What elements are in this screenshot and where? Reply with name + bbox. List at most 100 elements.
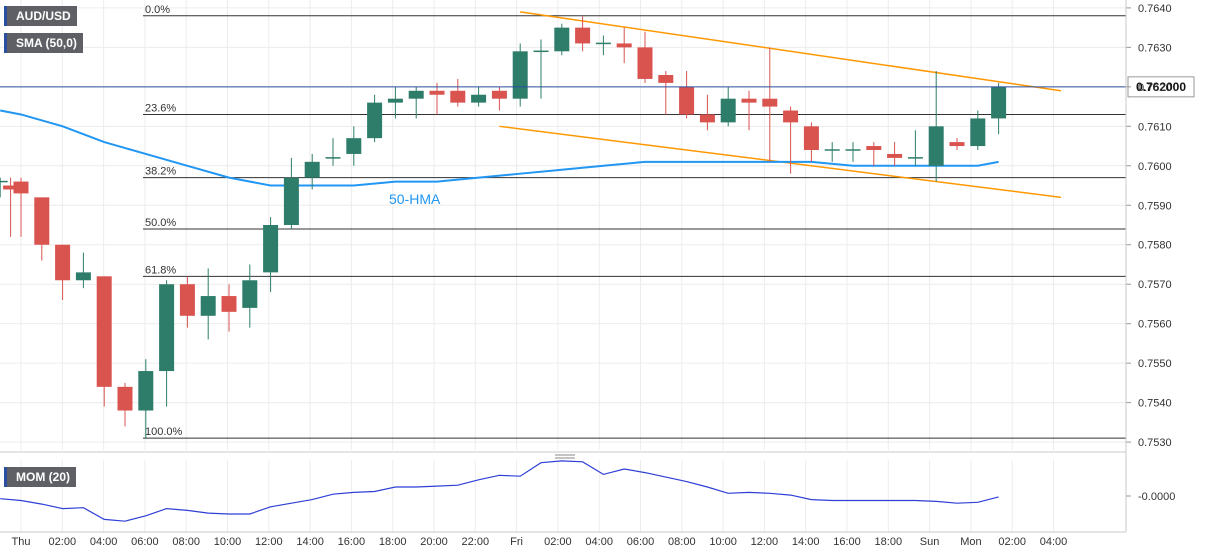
candle-body bbox=[907, 157, 923, 159]
candle bbox=[55, 244, 71, 300]
x-tick-label: 08:00 bbox=[668, 536, 696, 548]
candle-body bbox=[991, 86, 1007, 119]
candle bbox=[34, 197, 50, 261]
candle bbox=[554, 23, 570, 56]
candle-body bbox=[928, 126, 944, 166]
candle-body bbox=[325, 157, 341, 159]
momentum-line bbox=[0, 460, 999, 522]
candle-body bbox=[866, 146, 882, 150]
candle bbox=[471, 86, 487, 107]
x-tick-label: Mon bbox=[960, 536, 981, 548]
candle bbox=[200, 268, 216, 340]
candle-body bbox=[387, 98, 403, 103]
candle-body bbox=[887, 153, 903, 158]
candle-body bbox=[491, 90, 507, 99]
candle-body bbox=[367, 102, 383, 139]
y-tick-label: 0.7580 bbox=[1138, 240, 1172, 252]
candle-body bbox=[803, 126, 819, 150]
candle-body bbox=[304, 161, 320, 178]
candle-body bbox=[34, 197, 50, 245]
candle-body bbox=[658, 75, 674, 83]
candle bbox=[595, 35, 611, 56]
candle bbox=[741, 90, 757, 131]
candle-body bbox=[159, 284, 175, 372]
candle bbox=[991, 82, 1007, 135]
x-tick-label: 02:00 bbox=[544, 536, 572, 548]
candle bbox=[699, 94, 715, 131]
y-tick-label: 0.7570 bbox=[1138, 279, 1172, 291]
sma-indicator-tag[interactable]: SMA (50,0) bbox=[4, 33, 83, 53]
candle bbox=[13, 177, 29, 237]
candle-body bbox=[429, 90, 445, 95]
y-tick-label: 0.7600 bbox=[1138, 161, 1172, 173]
candle-body bbox=[575, 27, 591, 44]
x-tick-label: 02:00 bbox=[998, 536, 1026, 548]
candle bbox=[450, 78, 466, 107]
candle bbox=[221, 284, 237, 332]
candle bbox=[866, 142, 882, 166]
y-tick-label: 0.7550 bbox=[1138, 358, 1172, 370]
candle bbox=[387, 86, 403, 119]
hma-line bbox=[0, 109, 999, 187]
candle-body bbox=[96, 276, 112, 387]
x-tick-label: 10:00 bbox=[214, 536, 242, 548]
x-tick-label: 14:00 bbox=[296, 536, 324, 548]
candle bbox=[242, 264, 258, 328]
x-tick-label: 12:00 bbox=[751, 536, 779, 548]
candle-body bbox=[138, 371, 154, 411]
candle bbox=[179, 276, 195, 328]
candle-body bbox=[970, 118, 986, 147]
candle bbox=[803, 122, 819, 162]
y-tick-label: 0.7530 bbox=[1138, 437, 1172, 449]
current-price-line: 0.762000 bbox=[0, 76, 1195, 98]
candle bbox=[637, 31, 653, 83]
y-tick-label: 0.7620 bbox=[1138, 82, 1172, 94]
candle bbox=[117, 382, 133, 427]
candle-body bbox=[242, 280, 258, 308]
candle-body bbox=[179, 284, 195, 316]
candle bbox=[491, 86, 507, 111]
candle bbox=[658, 71, 674, 115]
candle-body bbox=[75, 272, 91, 281]
momentum-indicator-tag[interactable]: MOM (20) bbox=[4, 467, 76, 487]
candle bbox=[845, 142, 861, 162]
candle bbox=[720, 86, 736, 127]
candle-body bbox=[263, 225, 279, 273]
x-tick-label: 20:00 bbox=[420, 536, 448, 548]
symbol-tag[interactable]: AUD/USD bbox=[4, 6, 77, 26]
candle bbox=[0, 177, 8, 198]
candle bbox=[679, 71, 695, 119]
mom-tick-label: -0.0000 bbox=[1138, 491, 1175, 503]
fib-level-label: 50.0% bbox=[145, 217, 176, 229]
candle bbox=[367, 94, 383, 143]
candle-body bbox=[783, 110, 799, 123]
candle-body bbox=[200, 296, 216, 316]
y-tick-label: 0.7540 bbox=[1138, 398, 1172, 410]
candle bbox=[325, 138, 341, 166]
axes: 0.7640 0.7630 0.7620 0.7610 0.7600 0.7590 0.75… bbox=[0, 0, 1175, 548]
candle bbox=[283, 157, 299, 229]
candle bbox=[429, 82, 445, 115]
candle-body bbox=[720, 98, 736, 123]
x-tick-label: 14:00 bbox=[792, 536, 820, 548]
fib-level-label: 0.0% bbox=[145, 4, 170, 16]
fibonacci-levels: 0.0% 23.6% 38.2% 50.0% 61.8% 100.0% bbox=[143, 4, 1126, 439]
x-tick-label: 18:00 bbox=[379, 536, 407, 548]
candle-body bbox=[450, 90, 466, 103]
candle-body bbox=[471, 94, 487, 103]
candle bbox=[159, 280, 175, 407]
candle-body bbox=[699, 114, 715, 123]
candle bbox=[263, 217, 279, 293]
x-tick-label: 16:00 bbox=[833, 536, 861, 548]
candle bbox=[575, 15, 591, 52]
y-tick-label: 0.7610 bbox=[1138, 121, 1172, 133]
candle-body bbox=[679, 86, 695, 115]
candle-body bbox=[117, 386, 133, 411]
x-tick-label: 04:00 bbox=[585, 536, 613, 548]
candle-body bbox=[637, 47, 653, 79]
x-tick-label: 16:00 bbox=[338, 536, 366, 548]
candle bbox=[96, 276, 112, 407]
candle bbox=[762, 47, 778, 162]
